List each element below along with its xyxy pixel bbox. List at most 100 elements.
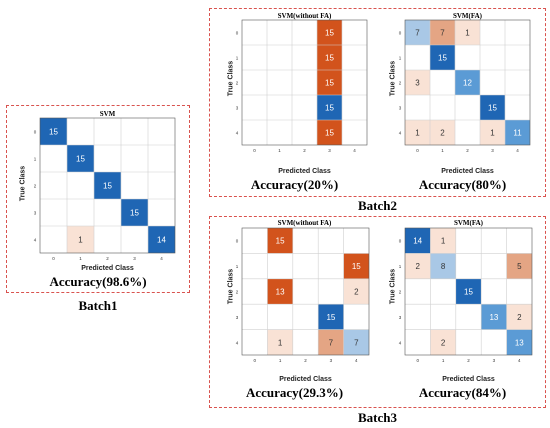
matrix-cell (267, 329, 293, 355)
x-tick-label: 4 (353, 148, 356, 153)
x-tick-label: 0 (253, 358, 256, 363)
matrix-cell (430, 228, 456, 254)
matrix-cell (317, 20, 342, 45)
cell-value: 14 (157, 236, 166, 245)
matrix-cell (405, 228, 431, 254)
y-tick-label: 0 (399, 239, 402, 244)
y-tick-label: 1 (34, 157, 37, 162)
cell-value: 15 (325, 104, 334, 113)
matrix-cell (40, 118, 67, 145)
matrix-cell (506, 304, 532, 330)
accuracy-label: Accuracy(80%) (418, 177, 507, 192)
cell-value: 3 (415, 79, 420, 88)
y-tick-label: 2 (236, 290, 239, 295)
x-tick-label: 1 (442, 358, 445, 363)
x-tick-label: 1 (79, 256, 82, 261)
x-axis-label: Predicted Class (441, 168, 494, 175)
cell-value: 8 (441, 262, 446, 271)
cell-value: 5 (517, 262, 522, 271)
x-axis-label: Predicted Class (278, 168, 331, 175)
cell-value: 7 (354, 338, 359, 347)
x-tick-label: 2 (106, 256, 109, 261)
cell-value: 15 (76, 155, 85, 164)
y-tick-label: 0 (399, 31, 402, 36)
y-tick-label: 0 (34, 130, 37, 135)
y-tick-label: 4 (236, 131, 239, 136)
x-tick-label: 2 (304, 358, 307, 363)
y-tick-label: 1 (399, 56, 402, 61)
y-tick-label: 4 (236, 340, 239, 345)
matrix-cell (148, 226, 175, 253)
y-tick-label: 2 (399, 290, 402, 295)
cell-value: 1 (441, 237, 446, 246)
cell-value: 1 (78, 236, 83, 245)
matrix-cell (405, 70, 430, 95)
cell-value: 7 (415, 29, 420, 38)
y-tick-label: 3 (34, 211, 37, 216)
cell-value: 15 (325, 79, 334, 88)
cm-title: SVM(FA) (453, 219, 484, 227)
cell-value: 1 (465, 29, 470, 38)
x-axis-label: Predicted Class (279, 376, 332, 383)
y-tick-label: 3 (236, 106, 239, 111)
cell-value: 15 (326, 313, 335, 322)
y-tick-label: 3 (236, 315, 239, 320)
matrix-cell (94, 172, 121, 199)
matrix-cell (67, 145, 94, 172)
cell-value: 15 (103, 182, 112, 191)
batch3-frame (209, 216, 546, 408)
matrix-cell (506, 329, 532, 355)
batch1-frame (6, 105, 190, 293)
cell-value: 2 (415, 262, 420, 271)
cell-value: 2 (354, 288, 359, 297)
x-tick-label: 2 (467, 358, 470, 363)
matrix-frame (404, 19, 531, 146)
x-tick-label: 0 (416, 358, 419, 363)
matrix-cell (317, 45, 342, 70)
matrix-cell (121, 199, 148, 226)
matrix-cell (405, 120, 430, 145)
matrix-cell (430, 45, 455, 70)
cell-value: 14 (413, 237, 422, 246)
x-tick-label: 4 (355, 358, 358, 363)
cell-value: 12 (463, 79, 472, 88)
cell-value: 2 (517, 313, 522, 322)
y-tick-label: 4 (399, 131, 402, 136)
y-tick-label: 2 (34, 184, 37, 189)
cell-value: 1 (278, 338, 283, 347)
x-tick-label: 3 (491, 148, 494, 153)
cell-value: 1 (415, 129, 420, 138)
x-tick-label: 1 (441, 148, 444, 153)
cell-value: 11 (513, 129, 522, 138)
accuracy-label: Accuracy(20%) (250, 177, 339, 192)
matrix-frame (241, 19, 368, 146)
y-tick-label: 1 (236, 56, 239, 61)
cm-title: SVM(without FA) (277, 12, 332, 20)
x-tick-label: 0 (416, 148, 419, 153)
y-tick-label: 3 (399, 315, 402, 320)
x-axis-label: Predicted Class (81, 265, 134, 272)
matrix-cell (430, 20, 455, 45)
cell-value: 15 (276, 237, 285, 246)
matrix-cell (318, 329, 344, 355)
cell-value: 15 (325, 54, 334, 63)
y-tick-label: 3 (399, 106, 402, 111)
matrix-cell (405, 253, 431, 279)
batch1-label: Batch1 (78, 298, 118, 313)
matrix-cell (343, 253, 369, 279)
cell-value: 15 (325, 129, 334, 138)
matrix-frame (39, 117, 176, 254)
y-tick-label: 1 (236, 264, 239, 269)
matrix-cell (455, 278, 482, 305)
cell-value: 13 (276, 288, 285, 297)
matrix-frame (241, 227, 370, 356)
x-tick-label: 0 (52, 256, 55, 261)
x-tick-label: 1 (278, 148, 281, 153)
y-tick-label: 0 (236, 31, 239, 36)
x-tick-label: 3 (133, 256, 136, 261)
cell-value: 15 (130, 209, 139, 218)
